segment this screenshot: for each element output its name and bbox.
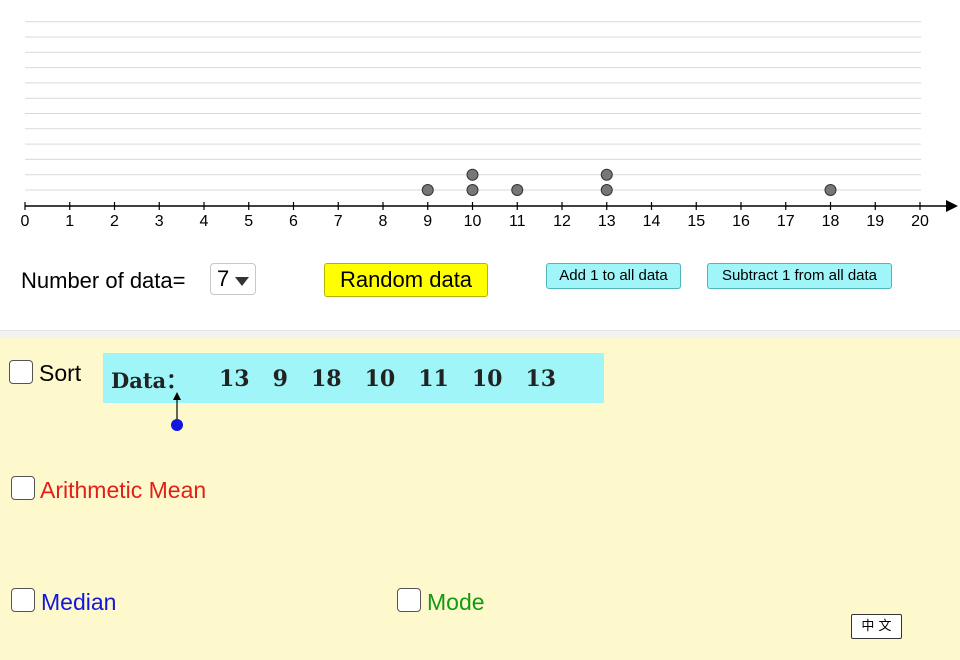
tick-label: 17 — [777, 213, 795, 230]
number-of-data-label: Number of data= — [21, 268, 186, 293]
median-label: Median — [41, 589, 117, 615]
sort-checkbox[interactable] — [9, 360, 33, 384]
mode-checkbox[interactable] — [397, 588, 421, 612]
subtract-one-button[interactable]: Subtract 1 from all data — [707, 263, 892, 289]
data-title: Data： — [111, 368, 188, 393]
tick-label: 11 — [509, 213, 526, 230]
dot-plot: 0 1 2 3 4 5 6 7 8 9 10 11 12 13 14 15 16 17 18 19 20 — [21, 21, 958, 230]
data-value: 11 — [418, 366, 449, 392]
tick-label: 10 — [464, 213, 482, 230]
tick-label: 19 — [866, 213, 884, 230]
language-button[interactable]: 中 文 — [851, 614, 902, 639]
data-value: 9 — [272, 366, 288, 392]
median-checkbox[interactable] — [11, 588, 35, 612]
slider-point[interactable] — [171, 419, 183, 431]
axis-ticks: 0 1 2 3 4 5 6 7 8 9 10 11 12 13 14 15 16 17 18 19 20 — [21, 202, 929, 230]
tick-label: 1 — [65, 213, 74, 230]
section-divider — [0, 330, 960, 339]
add-one-button[interactable]: Add 1 to all data — [546, 263, 681, 289]
tick-label: 13 — [598, 213, 616, 230]
data-value: 18 — [310, 366, 342, 392]
data-point — [421, 184, 434, 196]
tick-label: 15 — [687, 213, 705, 230]
data-point — [824, 184, 837, 196]
tick-label: 4 — [200, 213, 209, 230]
tick-label: 12 — [553, 213, 571, 230]
data-point — [466, 168, 479, 181]
mean-checkbox[interactable] — [11, 476, 35, 500]
mode-label: Mode — [427, 589, 485, 615]
data-values: 13 9 18 10 11 10 13 — [219, 366, 579, 392]
data-point — [600, 184, 613, 196]
number-of-data-value: 7 — [217, 266, 230, 291]
data-value: 13 — [525, 366, 557, 392]
mean-label: Arithmetic Mean — [40, 477, 207, 503]
number-of-data-dropdown[interactable]: 7 — [210, 263, 256, 295]
gridlines — [25, 21, 921, 191]
chevron-down-icon — [235, 277, 249, 286]
arrow-up-icon — [173, 392, 181, 400]
data-value: 13 — [219, 366, 250, 392]
tick-label: 9 — [423, 213, 432, 230]
tick-label: 0 — [21, 213, 30, 230]
axis-arrow-icon — [946, 200, 958, 212]
data-point — [600, 168, 613, 181]
sort-label: Sort — [39, 360, 82, 386]
position-slider[interactable] — [170, 392, 184, 434]
tick-label: 5 — [244, 213, 253, 230]
tick-label: 14 — [643, 213, 661, 230]
data-points — [421, 168, 837, 196]
data-display: Data： 13 9 18 10 11 10 13 — [103, 353, 604, 403]
tick-label: 20 — [911, 213, 929, 230]
tick-label: 18 — [822, 213, 840, 230]
random-data-button[interactable]: Random data — [324, 263, 488, 297]
data-value: 10 — [364, 366, 396, 392]
data-point — [511, 184, 524, 196]
tick-label: 7 — [334, 213, 343, 230]
tick-label: 8 — [379, 213, 388, 230]
tick-label: 16 — [732, 213, 750, 230]
tick-label: 2 — [110, 213, 119, 230]
tick-label: 3 — [155, 213, 164, 230]
tick-label: 6 — [289, 213, 298, 230]
data-point — [466, 184, 479, 196]
data-value: 10 — [471, 366, 503, 392]
